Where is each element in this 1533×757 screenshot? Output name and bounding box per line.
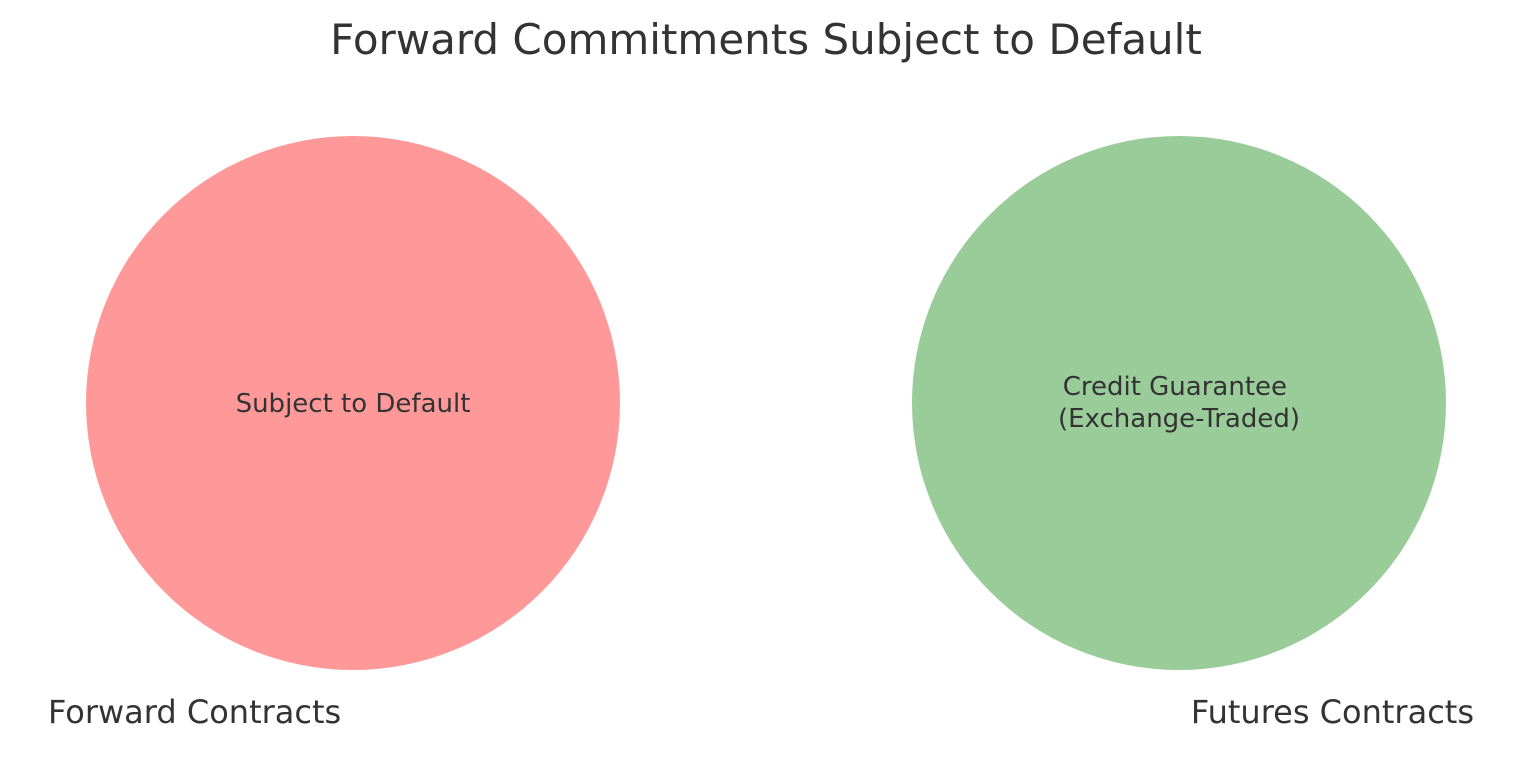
forward-contracts-label: Forward Contracts — [48, 693, 341, 731]
futures-contracts-label: Futures Contracts — [1191, 693, 1474, 731]
inner-label-line: (Exchange-Traded) — [1058, 404, 1300, 434]
futures-contracts-circle — [912, 136, 1446, 670]
futures-contracts-inner-label: Credit Guarantee (Exchange-Traded) — [1058, 372, 1300, 434]
diagram-title: Forward Commitments Subject to Default — [330, 15, 1202, 64]
forward-contracts-circle — [86, 136, 620, 670]
set-forward-contracts: Subject to Default Forward Contracts — [48, 136, 620, 731]
forward-contracts-inner-label: Subject to Default — [236, 389, 471, 419]
set-futures-contracts: Credit Guarantee (Exchange-Traded) Futur… — [912, 136, 1474, 731]
inner-label-line: Credit Guarantee — [1063, 372, 1287, 402]
inner-label-line: Subject to Default — [236, 389, 471, 419]
